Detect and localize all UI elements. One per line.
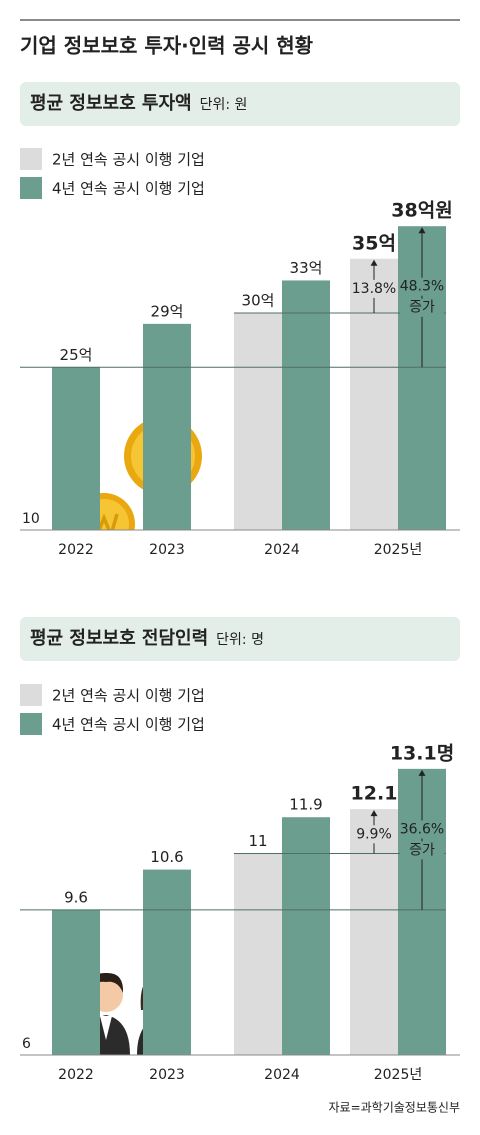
annotation: 9.9% [356, 826, 392, 842]
bar [52, 367, 100, 530]
annotation: 증가 [409, 842, 435, 858]
value-label: 9.6 [64, 888, 88, 906]
bar [234, 853, 282, 1055]
annotation-bg [400, 298, 444, 317]
section-title: 평균 정보보호 전담인력 [30, 628, 208, 649]
section-header-bg [20, 82, 460, 126]
value-label: 38억원 [391, 200, 452, 222]
x-tick-label: 2022 [58, 1067, 94, 1083]
arrow-head [370, 810, 378, 817]
value-label: 33억 [290, 259, 323, 277]
unit-label: 단위: 명 [216, 632, 264, 648]
legend-swatch [20, 177, 42, 199]
y-tick-label: 10 [22, 511, 40, 527]
annotation: 13.8% [352, 281, 396, 297]
value-label: 30억 [242, 292, 275, 310]
source: 자료=과학기술정보통신부 [329, 1101, 461, 1115]
x-tick-label: 2023 [149, 1067, 185, 1083]
value-label: 13.1명 [390, 742, 454, 764]
annotation: 증가 [409, 300, 435, 316]
legend-label: 4년 연속 공시 이행 기업 [52, 180, 205, 198]
annotation: 48.3% [400, 279, 444, 295]
bar [234, 313, 282, 530]
bar [282, 280, 330, 530]
x-tick-label: 2024 [264, 1067, 300, 1083]
arrow-head [418, 769, 426, 776]
value-label: 11.9 [289, 796, 322, 814]
x-tick-label: 2025년 [374, 542, 423, 558]
y-tick-label: 6 [22, 1036, 31, 1052]
annotation-bg [400, 841, 444, 860]
x-tick-label: 2023 [149, 542, 185, 558]
bar [282, 817, 330, 1055]
annotation-bg [400, 820, 444, 839]
legend-swatch [20, 684, 42, 706]
bar [143, 869, 191, 1055]
value-label: 35억 [352, 232, 396, 254]
annotation-bg [352, 279, 396, 298]
value-label: 10.6 [150, 848, 183, 866]
legend-swatch [20, 713, 42, 735]
value-label: 11 [248, 832, 267, 850]
value-label: 29억 [151, 302, 184, 320]
value-label: 25억 [60, 346, 93, 364]
x-tick-label: 2025년 [374, 1067, 423, 1083]
annotation-bg [400, 277, 444, 296]
legend-label: 2년 연속 공시 이행 기업 [52, 687, 205, 705]
legend-swatch [20, 148, 42, 170]
annotation-bg [352, 825, 396, 844]
arrow-head [370, 259, 378, 266]
unit-label: 단위: 원 [200, 97, 248, 113]
annotation: 36.6% [400, 821, 444, 837]
legend-label: 2년 연속 공시 이행 기업 [52, 151, 205, 169]
value-label: 12.1 [351, 783, 398, 805]
bar [143, 323, 191, 530]
x-tick-label: 2024 [264, 542, 300, 558]
x-tick-label: 2022 [58, 542, 94, 558]
section-title: 평균 정보보호 투자액 [30, 93, 192, 114]
bar [52, 909, 100, 1055]
legend-label: 4년 연속 공시 이행 기업 [52, 716, 205, 734]
section-header-bg [20, 617, 460, 661]
page-title: 기업 정보보호 투자·인력 공시 현황 [20, 34, 314, 58]
arrow-head [418, 227, 426, 234]
